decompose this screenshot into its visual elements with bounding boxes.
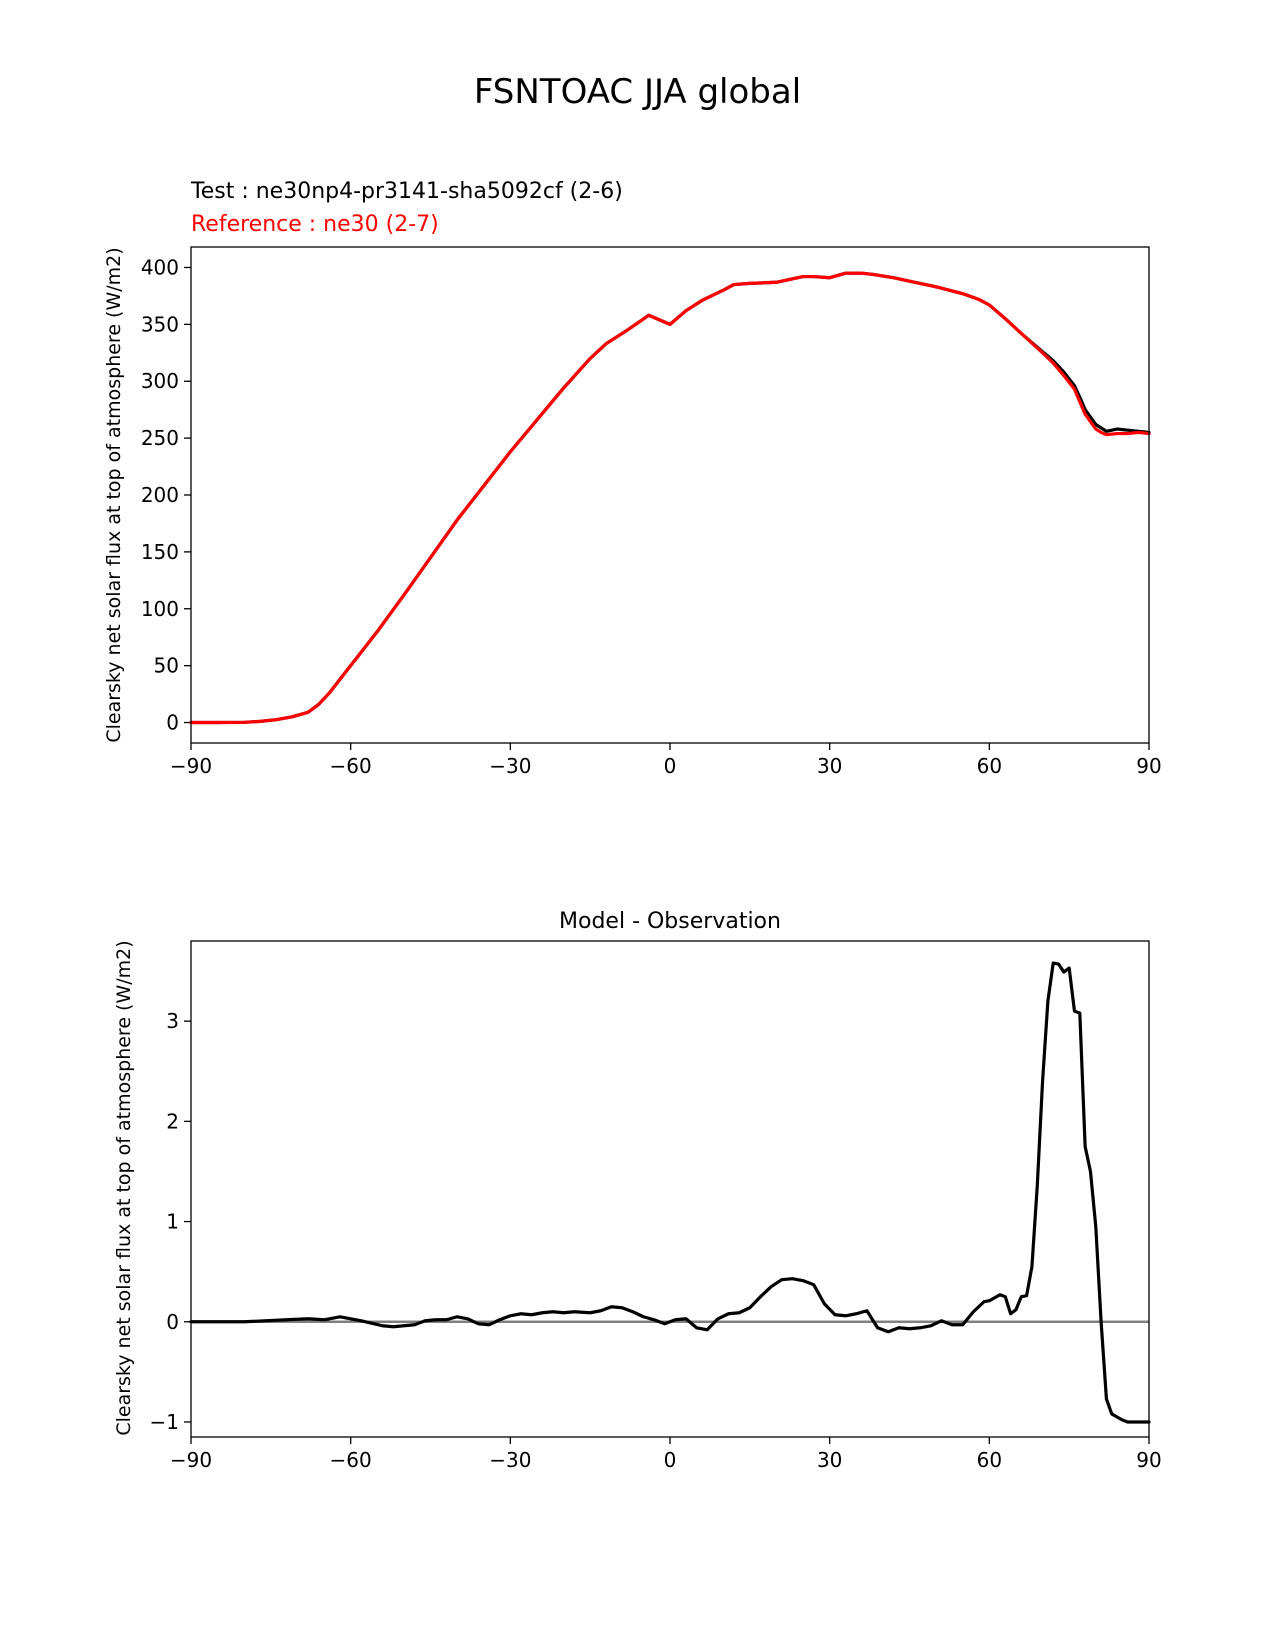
top-ytick-label: 100 (141, 597, 179, 621)
top-series-test (189, 271, 1151, 725)
difference-title: Model - Observation (559, 909, 781, 934)
y-axis-label: Clearsky net solar flux at top of atmosp… (113, 940, 135, 1435)
top-panel-ticks: −90 −60 −30 0 30 60 90 0 50 100 150 200 250 300 350 400 (141, 255, 1162, 778)
bottom-xtick-label: −60 (330, 1448, 372, 1472)
bottom-panel-series (189, 961, 1151, 1424)
top-panel-frame (190, 246, 1150, 744)
bottom-series-model-observation (189, 961, 1151, 1424)
top-xtick-label: −90 (170, 754, 212, 778)
top-ytick-label: 350 (141, 312, 179, 336)
bottom-xtick-label: −30 (489, 1448, 531, 1472)
top-ytick-label: 300 (141, 369, 179, 393)
bottom-panel-ticks: −90 −60 −30 0 30 60 90 −1 0 1 2 3 (150, 1009, 1162, 1472)
bottom-ytick-label: 0 (166, 1310, 179, 1334)
top-ytick-label: 150 (141, 540, 179, 564)
bottom-xtick-label: 90 (1136, 1448, 1161, 1472)
bottom-xtick-label: 0 (664, 1448, 677, 1472)
y-axis-label: Clearsky net solar flux at top of atmosp… (103, 247, 125, 742)
top-panel-series (189, 271, 1151, 725)
top-xtick-label: 60 (977, 754, 1002, 778)
bottom-ytick-label: −1 (150, 1410, 179, 1434)
top-ytick-label: 50 (154, 654, 179, 678)
bottom-ytick-label: 2 (166, 1109, 179, 1133)
reference-title: Reference : ne30 (2-7) (191, 212, 439, 237)
top-series-reference (189, 271, 1151, 725)
top-ytick-label: 200 (141, 483, 179, 507)
bottom-ytick-label: 1 (166, 1210, 179, 1234)
top-ytick-label: 0 (166, 711, 179, 735)
bottom-panel: Model - Observation Clearsky net solar f… (113, 909, 1162, 1472)
top-ytick-label: 400 (141, 255, 179, 279)
test-title: Test : ne30np4-pr3141-sha5092cf (2-6) (190, 179, 623, 204)
top-panel: Test : ne30np4-pr3141-sha5092cf (2-6) Re… (103, 179, 1162, 778)
bottom-xtick-label: 60 (977, 1448, 1002, 1472)
bottom-xtick-label: 30 (817, 1448, 842, 1472)
bottom-ytick-label: 3 (166, 1009, 179, 1033)
top-xtick-label: −60 (330, 754, 372, 778)
top-xtick-label: 30 (817, 754, 842, 778)
bottom-xtick-label: −90 (170, 1448, 212, 1472)
figure-title: FSNTOAC JJA global (473, 72, 802, 112)
top-xtick-label: 0 (664, 754, 677, 778)
top-ytick-label: 250 (141, 426, 179, 450)
top-xtick-label: −30 (489, 754, 531, 778)
top-xtick-label: 90 (1136, 754, 1161, 778)
bottom-panel-frame (190, 940, 1150, 1438)
